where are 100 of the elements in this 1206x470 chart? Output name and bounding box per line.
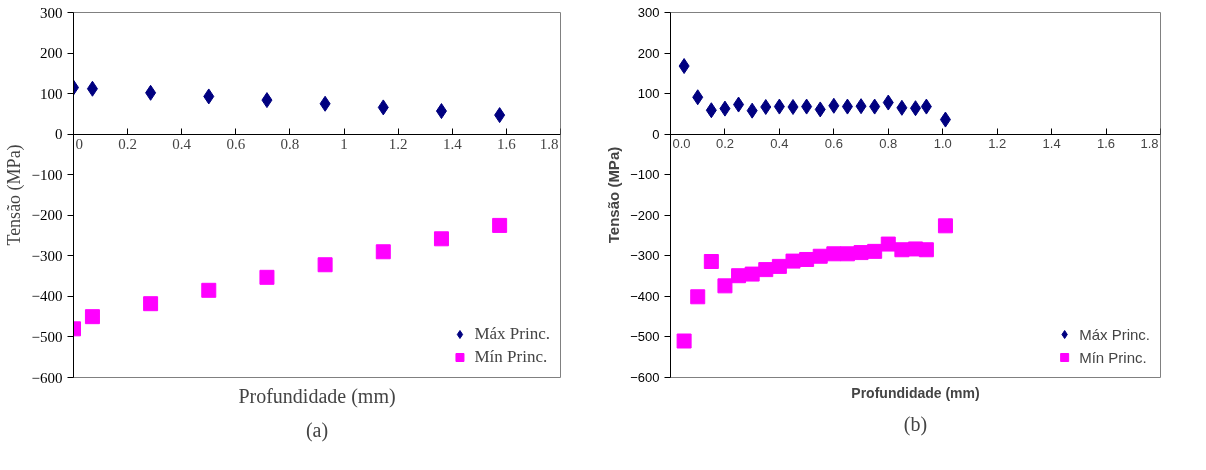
x-tick-label: 0.6 <box>226 136 246 153</box>
point <box>896 99 908 116</box>
point <box>375 244 391 260</box>
point <box>733 96 745 113</box>
y-tick-label: −300 <box>630 248 660 264</box>
y-tick-label: 0 <box>652 126 660 142</box>
text: (a) <box>305 418 329 442</box>
point <box>814 101 826 118</box>
x-tick-label: 0.4 <box>770 136 789 152</box>
point <box>771 258 787 274</box>
x-tick-label: 0.2 <box>118 136 137 153</box>
point <box>894 242 910 258</box>
point <box>377 99 389 116</box>
point <box>758 262 774 278</box>
legend-label: Mín Princ. <box>474 347 548 367</box>
x-tick-label: 1.0 <box>933 136 952 152</box>
point <box>690 289 706 305</box>
x-tick-label: 1.4 <box>442 136 463 153</box>
point <box>143 296 159 312</box>
point <box>731 268 747 284</box>
point <box>435 103 447 120</box>
x-tick-label: 0.8 <box>879 136 898 152</box>
point <box>744 266 760 282</box>
x-tick-label: 1.2 <box>988 136 1007 152</box>
point <box>705 102 717 119</box>
point <box>853 245 869 261</box>
point <box>867 243 883 259</box>
point <box>773 98 785 115</box>
y-tick-label: −500 <box>630 329 660 345</box>
point <box>880 236 896 252</box>
point <box>319 95 331 112</box>
x-tick-label: 0.4 <box>172 136 192 153</box>
point <box>317 257 333 273</box>
point <box>703 254 719 270</box>
x-tick-label: 0 <box>75 136 83 153</box>
legend-label: Mín Princ. <box>1079 348 1147 366</box>
y-tick-label: −100 <box>31 166 63 183</box>
y-tick-label: −200 <box>630 207 660 223</box>
y-tick-label: −600 <box>31 369 63 386</box>
y-axis-title: Tensão (MPa) <box>605 146 623 244</box>
point <box>145 84 157 101</box>
x-tick-label: 1.6 <box>497 136 517 153</box>
y-tick-label: 200 <box>637 45 660 61</box>
y-tick-label: −400 <box>31 288 63 305</box>
point <box>785 253 801 269</box>
y-tick-label: −100 <box>630 167 660 183</box>
y-tick-label: 100 <box>40 85 63 102</box>
point <box>801 98 813 115</box>
point <box>676 333 692 349</box>
point <box>203 88 215 105</box>
point <box>937 218 953 234</box>
x-tick-label: 1.4 <box>1042 136 1061 152</box>
point <box>826 246 842 262</box>
point <box>84 309 100 325</box>
y-tick-label: −600 <box>630 370 660 385</box>
y-tick-label: −200 <box>31 207 63 224</box>
point <box>855 98 867 115</box>
point <box>920 98 932 115</box>
x-tick-label: 1 <box>340 136 348 153</box>
x-tick-label: 0.0 <box>672 136 691 152</box>
point <box>433 231 449 247</box>
legend-label: Máx Princ. <box>1079 325 1150 343</box>
text: (b) <box>903 412 928 436</box>
point <box>760 98 772 115</box>
point <box>787 98 799 115</box>
point <box>812 248 828 264</box>
x-tick-label: 1.6 <box>1097 136 1116 152</box>
x-tick-label: 0.6 <box>824 136 843 152</box>
y-tick-label: 300 <box>40 4 63 21</box>
y-tick-label: 200 <box>40 45 63 62</box>
point <box>692 89 704 106</box>
point <box>678 58 690 75</box>
point <box>86 80 98 97</box>
point <box>201 282 217 298</box>
x-axis-title: Profundidade (mm) <box>238 384 396 408</box>
x-axis-title: Profundidade (mm) <box>851 384 980 401</box>
x-tick-label: 0.8 <box>280 136 300 153</box>
y-tick-label: −300 <box>31 247 63 264</box>
point <box>869 98 881 115</box>
x-tick-label: 1.8 <box>539 136 559 153</box>
x-tick-label: 1.2 <box>388 136 408 153</box>
x-tick-label: 1.8 <box>1140 136 1159 152</box>
point <box>259 269 275 285</box>
point <box>939 111 951 128</box>
y-tick-label: 300 <box>637 5 660 20</box>
point <box>799 251 815 267</box>
y-axis-title: Tensão (MPa) <box>3 144 25 246</box>
point <box>494 107 506 124</box>
point <box>261 92 273 109</box>
point <box>492 217 508 233</box>
y-tick-label: 100 <box>637 86 660 102</box>
legend-label: Máx Princ. <box>474 324 550 344</box>
point <box>719 100 731 117</box>
y-tick-label: −400 <box>630 288 660 304</box>
point <box>717 278 733 294</box>
y-tick-label: −500 <box>31 328 63 345</box>
point <box>841 98 853 115</box>
point <box>746 102 758 119</box>
point <box>918 242 934 258</box>
x-tick-label: 0.2 <box>715 136 734 152</box>
